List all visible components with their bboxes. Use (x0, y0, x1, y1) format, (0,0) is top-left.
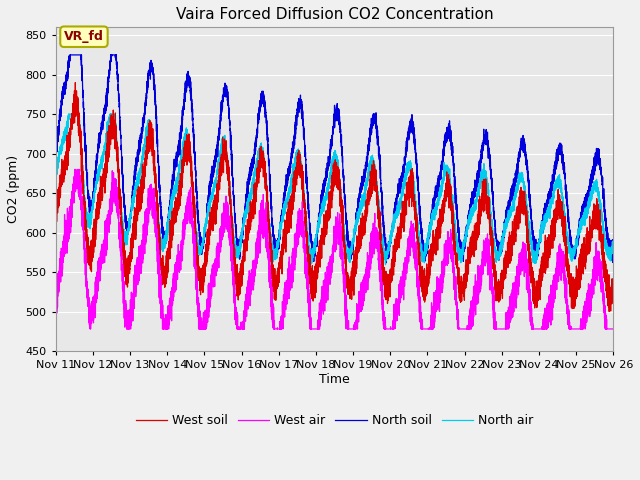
West soil (316, 251, 323, 257)
North air (579, 221, 587, 227)
North air (586, 195, 594, 201)
West air (460, 326, 467, 332)
North soil (66, 52, 74, 58)
North soil (316, 205, 323, 211)
West soil (52, 220, 60, 226)
North soil (383, 260, 390, 265)
North air (65, 111, 72, 117)
West soil (72, 80, 79, 85)
North air (460, 249, 467, 254)
Line: West air: West air (56, 169, 613, 329)
Text: VR_fd: VR_fd (64, 30, 104, 43)
West air (609, 326, 617, 332)
North air (476, 182, 483, 188)
West air (71, 167, 79, 172)
North soil (609, 244, 617, 250)
North air (316, 216, 323, 221)
X-axis label: Time: Time (319, 373, 350, 386)
West soil (605, 309, 613, 314)
North air (381, 262, 389, 267)
Legend: West soil, West air, North soil, North air: West soil, West air, North soil, North a… (131, 409, 538, 432)
Line: North soil: North soil (56, 55, 613, 263)
West air (52, 295, 60, 301)
West air (586, 282, 594, 288)
West soil (579, 252, 587, 258)
Line: North air: North air (56, 114, 613, 264)
West soil (609, 291, 617, 297)
North soil (579, 209, 587, 215)
North soil (476, 158, 483, 164)
Y-axis label: CO2 (ppm): CO2 (ppm) (7, 155, 20, 223)
West air (476, 279, 483, 285)
Title: Vaira Forced Diffusion CO2 Concentration: Vaira Forced Diffusion CO2 Concentration (176, 7, 493, 22)
North soil (460, 251, 467, 257)
West soil (241, 244, 249, 250)
West air (86, 326, 94, 332)
West soil (586, 246, 594, 252)
West soil (476, 217, 483, 223)
North soil (52, 152, 60, 157)
North soil (241, 204, 249, 209)
West air (579, 326, 587, 332)
Line: West soil: West soil (56, 83, 613, 312)
West soil (460, 275, 467, 280)
North soil (586, 180, 594, 186)
North air (52, 175, 60, 181)
West air (316, 312, 324, 318)
West air (241, 312, 249, 317)
North air (609, 242, 617, 248)
North air (241, 215, 249, 221)
